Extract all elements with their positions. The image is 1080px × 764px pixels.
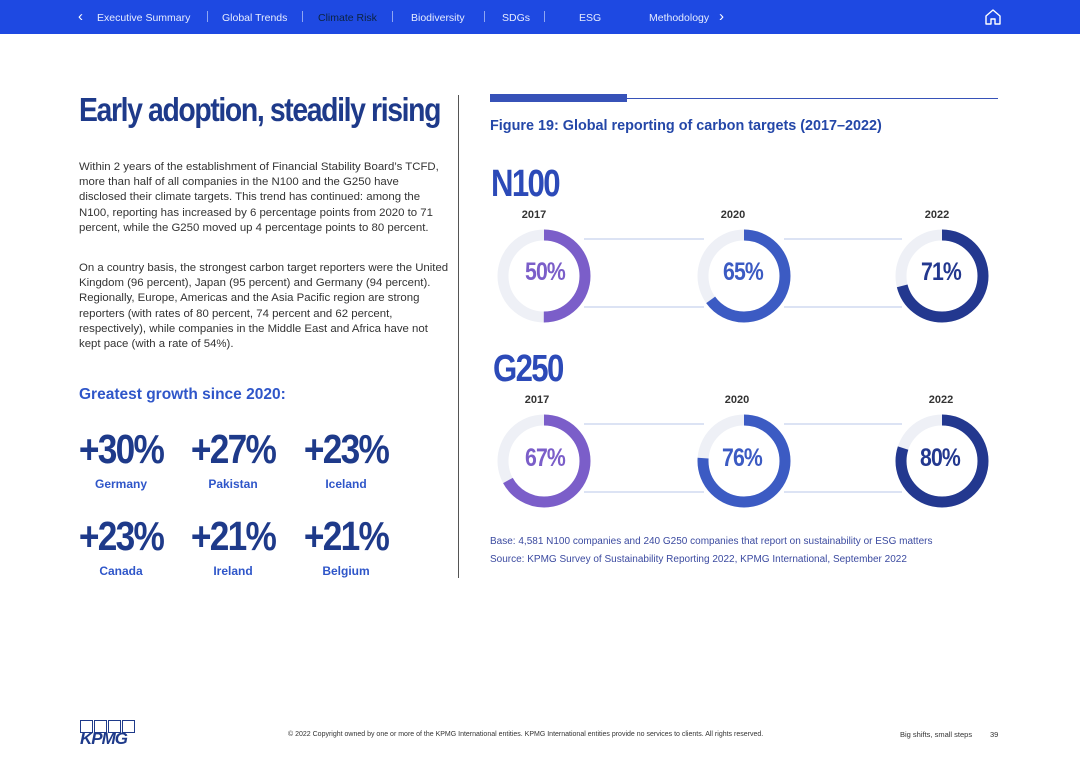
year-label: 2022 xyxy=(928,394,954,406)
donut-value-label: 80% xyxy=(919,444,961,472)
donut-value-label: 65% xyxy=(722,258,764,286)
growth-country: Ireland xyxy=(213,564,253,578)
year-label: 2020 xyxy=(724,394,750,406)
growth-stat-ireland: +21% Ireland xyxy=(183,514,283,578)
kpmg-logo xyxy=(80,720,135,733)
nav-item-esg[interactable]: ESG xyxy=(579,12,602,24)
growth-stat-iceland: +23% Iceland xyxy=(296,427,396,491)
year-label: 2020 xyxy=(720,209,746,221)
base-note: Base: 4,581 N100 companies and 240 G250 … xyxy=(490,536,933,547)
donut-value-label: 50% xyxy=(524,258,566,286)
nav-separator xyxy=(544,11,545,22)
growth-value: +21% xyxy=(190,513,277,559)
year-label: 2022 xyxy=(924,209,950,221)
figure-rule-accent xyxy=(490,94,627,102)
chevron-left-icon[interactable]: ‹ xyxy=(78,8,83,25)
growth-value: +27% xyxy=(190,426,277,472)
donut-arc-g250-2017 xyxy=(497,414,591,508)
chevron-right-icon[interactable]: › xyxy=(719,8,724,25)
growth-country: Germany xyxy=(94,477,148,491)
growth-country: Canada xyxy=(99,564,143,578)
top-navigation-bar: ‹ Executive Summary Global Trends Climat… xyxy=(0,0,1080,34)
donut-arc-n100-2020 xyxy=(697,229,791,323)
donut-value-label: 67% xyxy=(524,444,566,472)
intro-paragraph: Within 2 years of the establishment of F… xyxy=(79,161,439,234)
country-paragraph: On a country basis, the strongest carbon… xyxy=(79,262,449,351)
growth-value: +21% xyxy=(303,513,390,559)
figure-title: Figure 19: Global reporting of carbon ta… xyxy=(490,118,882,134)
growth-country: Belgium xyxy=(322,564,370,578)
growth-stat-germany: +30% Germany xyxy=(71,427,171,491)
nav-item-biodiversity[interactable]: Biodiversity xyxy=(411,12,465,24)
column-divider xyxy=(458,95,459,578)
nav-item-global-trends[interactable]: Global Trends xyxy=(222,12,288,24)
growth-stat-canada: +23% Canada xyxy=(71,514,171,578)
copyright-text: © 2022 Copyright owned by one or more of… xyxy=(288,731,764,738)
growth-title: Greatest growth since 2020: xyxy=(79,386,286,403)
donut-arc-g250-2022 xyxy=(895,414,989,508)
home-icon[interactable] xyxy=(984,8,1002,26)
nav-item-climate-risk[interactable]: Climate Risk xyxy=(318,12,377,24)
group-label-n100: N100 xyxy=(491,163,561,205)
growth-stat-pakistan: +27% Pakistan xyxy=(183,427,283,491)
figure-rule xyxy=(490,98,998,99)
donut-value-label: 76% xyxy=(721,444,763,472)
year-label: 2017 xyxy=(524,394,550,406)
footer-tagline: Big shifts, small steps xyxy=(900,730,973,739)
growth-stat-belgium: +21% Belgium xyxy=(296,514,396,578)
nav-separator xyxy=(392,11,393,22)
growth-value: +30% xyxy=(78,426,165,472)
nav-separator xyxy=(484,11,485,22)
growth-country: Pakistan xyxy=(208,477,258,491)
nav-item-sdgs[interactable]: SDGs xyxy=(502,12,531,24)
source-note: Source: KPMG Survey of Sustainability Re… xyxy=(490,554,907,565)
donut-arc-n100-2022 xyxy=(895,229,989,323)
growth-value: +23% xyxy=(303,426,390,472)
kpmg-logo-text: KPMG xyxy=(80,729,128,748)
growth-value: +23% xyxy=(78,513,165,559)
nav-item-methodology[interactable]: Methodology xyxy=(649,12,710,24)
donut-value-label: 71% xyxy=(920,258,962,286)
nav-item-executive-summary[interactable]: Executive Summary xyxy=(97,12,191,24)
donut-arc-n100-2017 xyxy=(497,229,591,323)
growth-country: Iceland xyxy=(325,477,367,491)
page-number: 39 xyxy=(990,730,999,739)
nav-separator xyxy=(207,11,208,22)
donut-arc-g250-2020 xyxy=(697,414,791,508)
nav-separator xyxy=(302,11,303,22)
year-label: 2017 xyxy=(521,209,547,221)
group-label-g250: G250 xyxy=(493,348,564,390)
page-headline: Early adoption, steadily rising xyxy=(79,91,441,128)
